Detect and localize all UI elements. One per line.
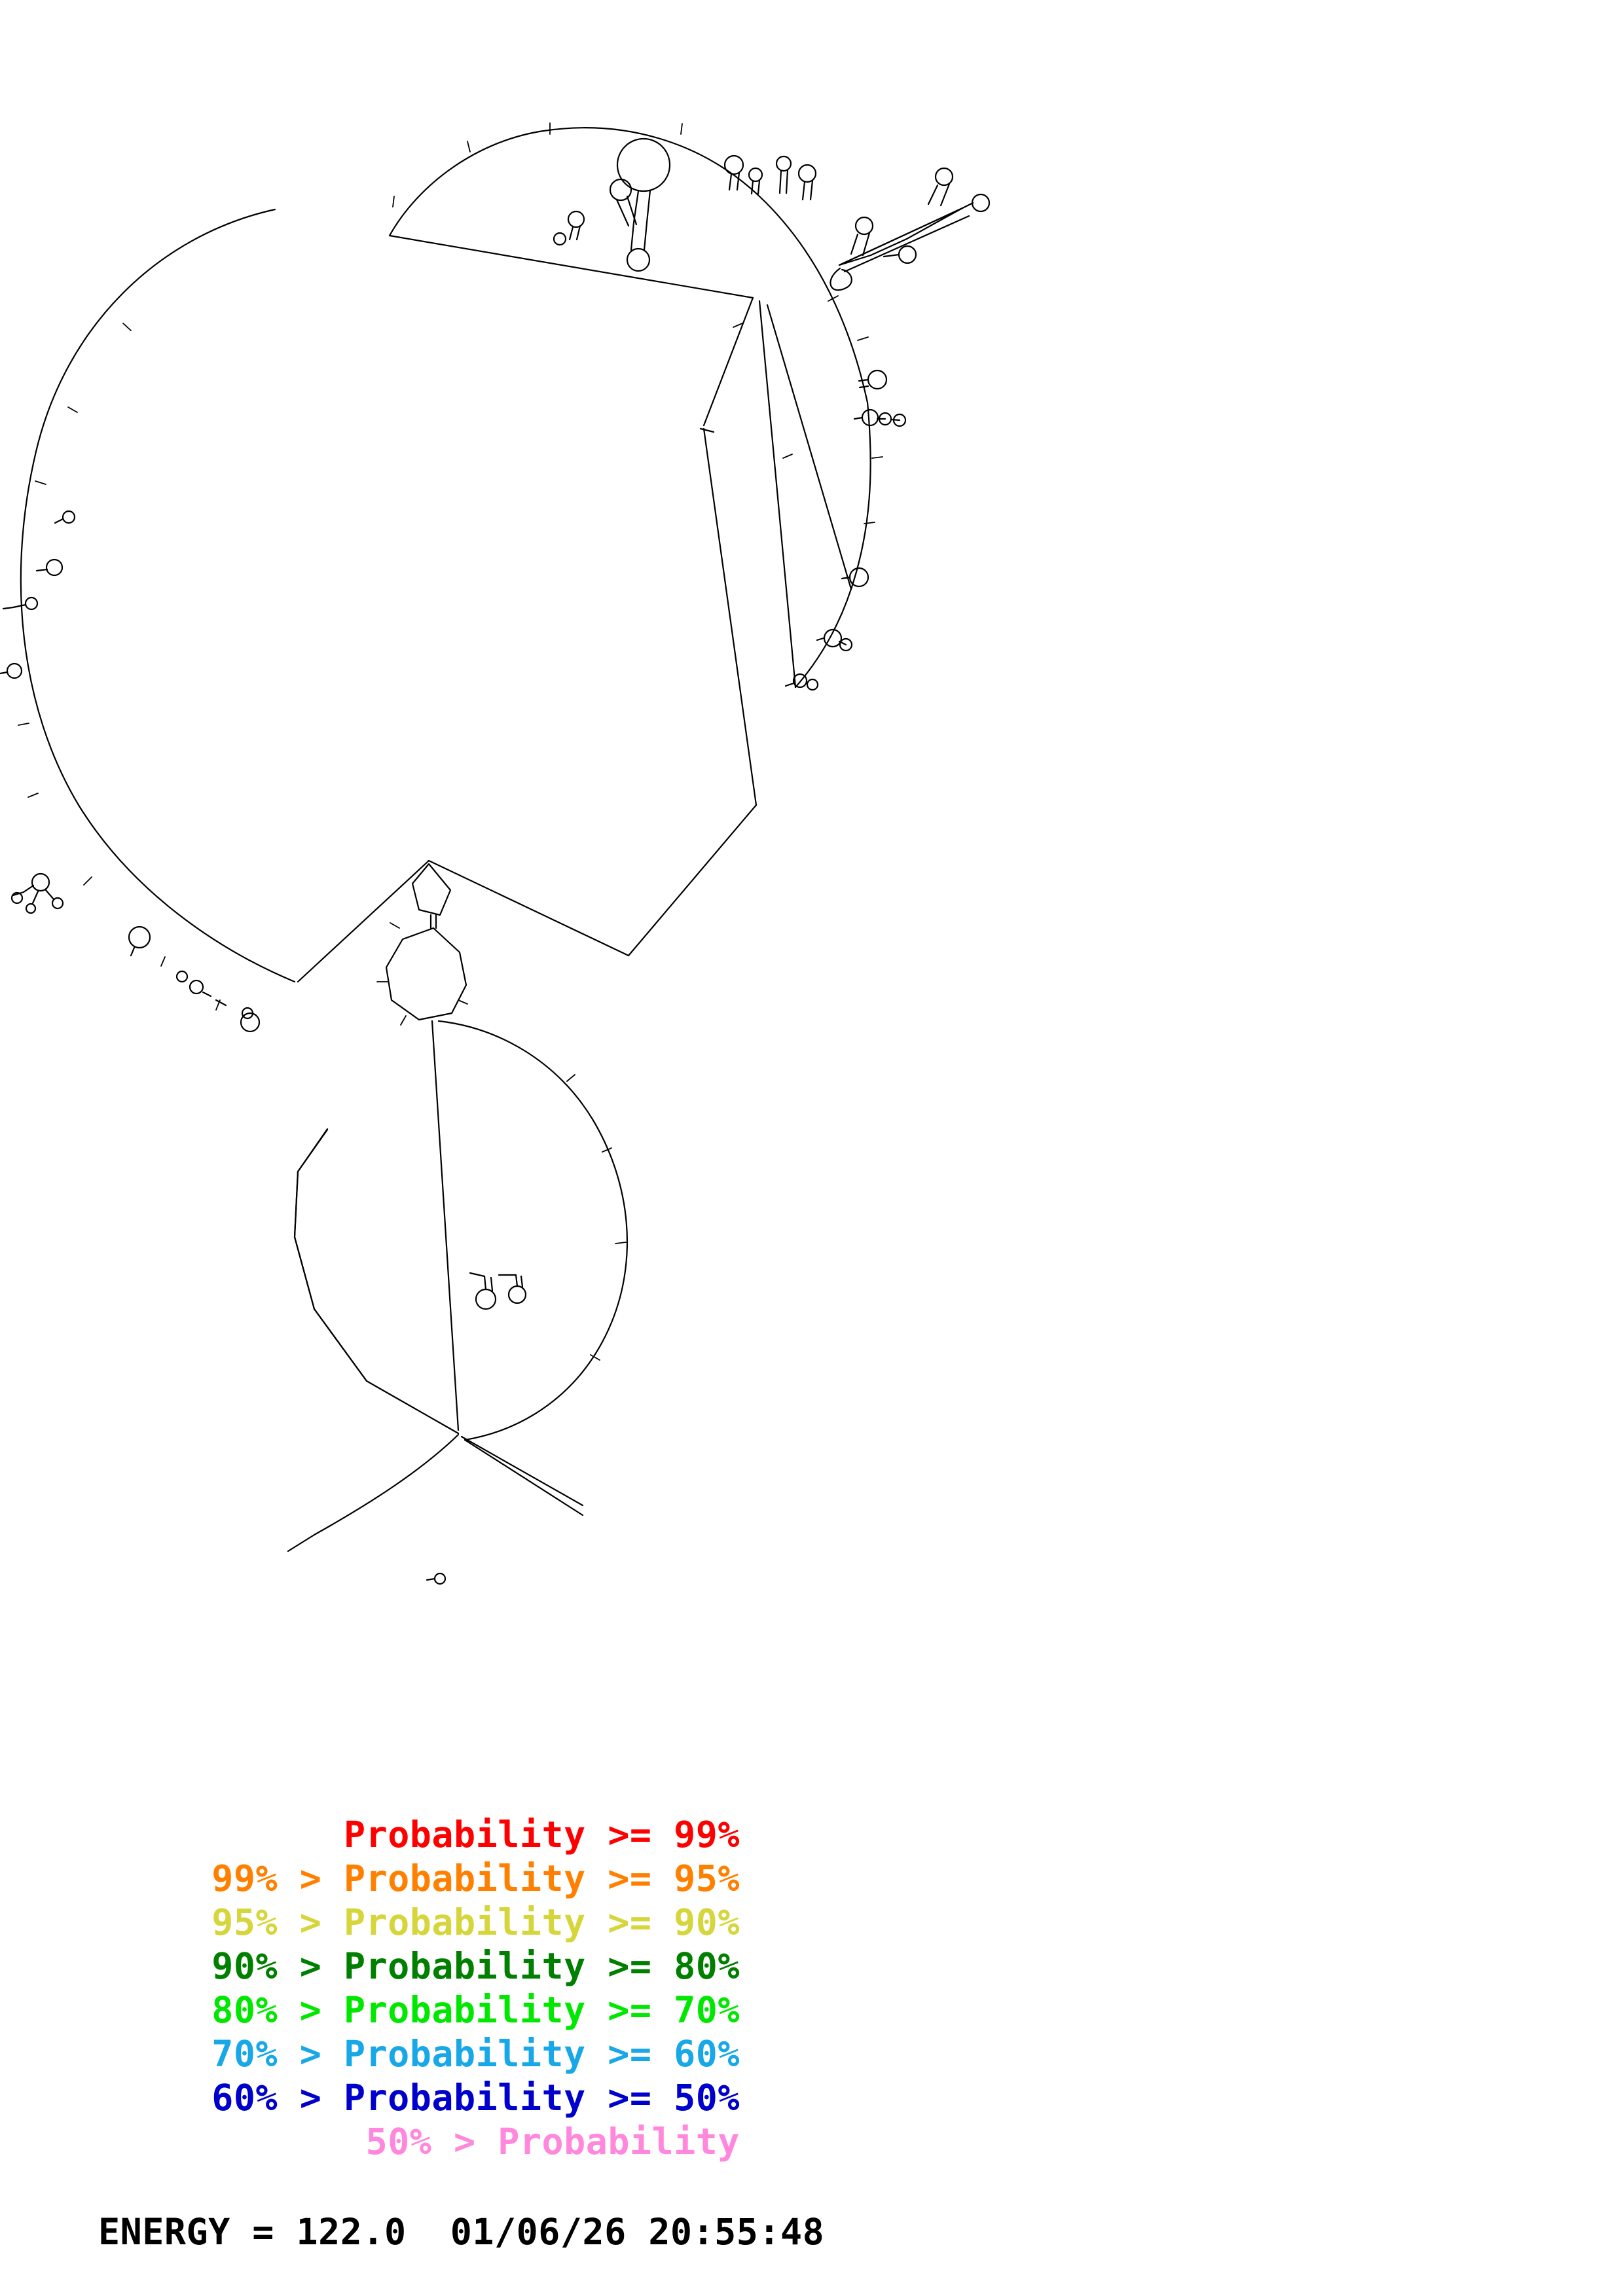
upper-dome-arc (388, 127, 869, 404)
bottom-left-polygon (293, 1128, 460, 1435)
dome-right-descender (794, 401, 871, 689)
lower-multiloop (385, 863, 467, 1021)
dome-hairpin-cluster (553, 154, 817, 246)
tail-terminus (426, 1572, 447, 1585)
long-diagonal-tail (464, 1439, 584, 1516)
backbone-tick-marks (18, 122, 883, 1361)
legend-row-70: 80% > Probability >= 70% (211, 1989, 740, 2031)
legend-row-80: 90% > Probability >= 80% (211, 1945, 740, 1987)
energy-and-timestamp: ENERGY = 122.0 01/06/26 20:55:48 (98, 2211, 825, 2253)
lower-right-lobe (437, 1020, 629, 1441)
bottom-sweeping-tail (287, 1433, 584, 1552)
bottom-right-hairpin-pair (469, 1272, 527, 1310)
top-balloon-hairpin (609, 137, 671, 272)
legend-row-95: 99% > Probability >= 95% (211, 1857, 740, 1899)
legend-row-90: 95% > Probability >= 90% (211, 1901, 740, 1943)
legend-row-below-50: 50% > Probability (365, 2121, 740, 2162)
probability-legend: Probability >= 99% 99% > Probability >= … (98, 1813, 740, 2164)
legend-row-60: 70% > Probability >= 60% (211, 2033, 740, 2075)
legend-row-99: Probability >= 99% (343, 1814, 740, 1856)
legend-row-50: 60% > Probability >= 50% (211, 2077, 740, 2119)
lower-left-tail-stem (431, 1020, 460, 1431)
rna-secondary-structure-drawing (0, 122, 991, 1585)
right-descender-hairpins (784, 369, 907, 691)
right-branch-tree (830, 167, 991, 291)
main-large-loop (20, 208, 296, 983)
junction-connectors (297, 234, 852, 983)
left-loop-hairpins (0, 510, 261, 1033)
